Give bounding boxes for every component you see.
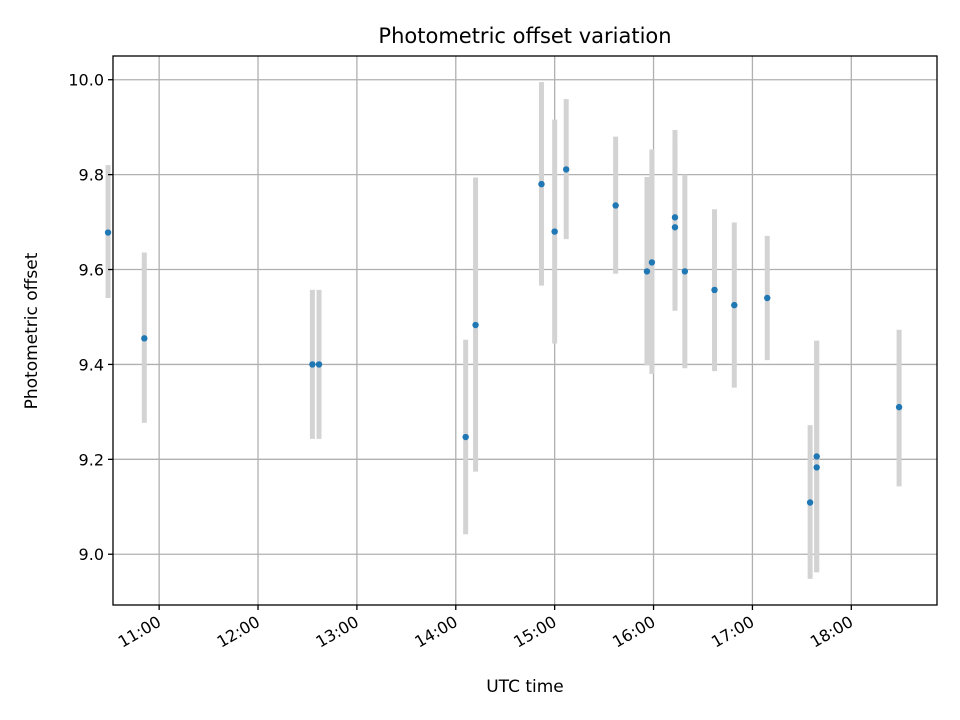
data-point bbox=[813, 464, 820, 471]
data-point bbox=[764, 294, 771, 302]
data-point bbox=[813, 453, 820, 460]
data-point bbox=[648, 259, 656, 266]
data-point bbox=[671, 224, 679, 231]
data-points bbox=[104, 166, 903, 506]
y-tick-label: 10.0 bbox=[68, 71, 104, 90]
data-point bbox=[681, 268, 689, 275]
data-point bbox=[731, 301, 738, 309]
data-point bbox=[315, 361, 323, 368]
data-point bbox=[472, 321, 479, 329]
data-point bbox=[563, 166, 570, 173]
data-point bbox=[671, 214, 679, 221]
y-axis-ticks: 9.0 9.2 9.4 9.6 9.8 10.0 bbox=[68, 71, 113, 564]
data-point bbox=[551, 228, 558, 235]
y-tick-label: 9.2 bbox=[79, 450, 104, 469]
data-point bbox=[711, 286, 718, 294]
x-axis-label: UTC time bbox=[486, 677, 564, 697]
data-point bbox=[104, 229, 112, 236]
grid-lines bbox=[113, 56, 937, 605]
data-point bbox=[462, 433, 469, 441]
data-point bbox=[612, 202, 619, 209]
plot-frame bbox=[112, 55, 938, 606]
data-point bbox=[806, 499, 814, 506]
data-point bbox=[141, 335, 148, 342]
y-axis-label: Photometric offset bbox=[22, 252, 42, 409]
data-point bbox=[538, 180, 545, 188]
data-point bbox=[309, 361, 316, 368]
y-tick-label: 9.8 bbox=[79, 166, 104, 185]
data-point bbox=[895, 403, 903, 411]
y-tick-label: 9.4 bbox=[79, 355, 104, 374]
y-tick-label: 9.0 bbox=[79, 545, 104, 564]
y-tick-label: 9.6 bbox=[79, 261, 104, 280]
chart-title: Photometric offset variation bbox=[378, 24, 671, 48]
data-point bbox=[643, 268, 651, 275]
